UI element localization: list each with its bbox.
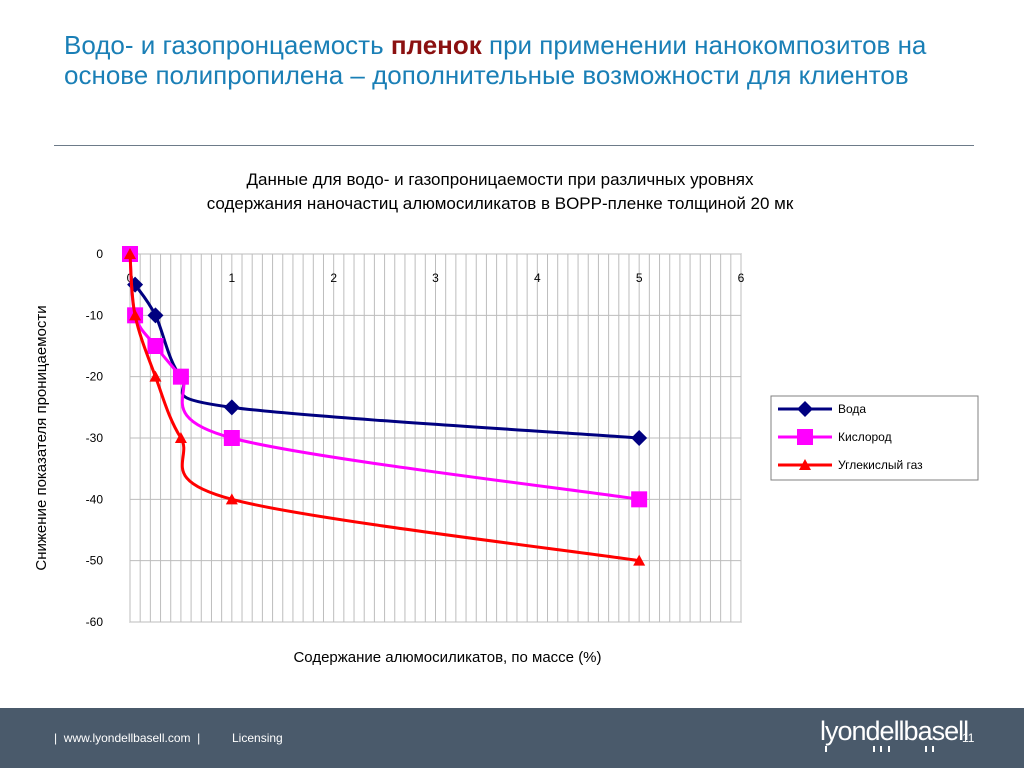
chart-title-line1: Данные для водо- и газопроницаемости при… <box>246 170 754 189</box>
x-tick-label: 2 <box>330 271 337 285</box>
page-number: 11 <box>962 731 975 745</box>
y-tick-label: -50 <box>86 554 104 568</box>
x-tick-label: 3 <box>432 271 439 285</box>
y-tick-label: -40 <box>86 492 104 506</box>
logo-marks-icon <box>825 746 934 752</box>
data-point <box>147 338 164 354</box>
grid-lines <box>129 253 742 623</box>
x-axis-label: Содержание алюмосиликатов, по массе (%) <box>293 649 601 666</box>
legend-label: Углекислый газ <box>838 458 923 472</box>
data-point <box>225 493 238 505</box>
data-point <box>223 430 240 446</box>
data-point <box>124 248 136 259</box>
y-tick-label: -10 <box>86 308 104 322</box>
footer-bar <box>0 708 1024 768</box>
legend-item: Углекислый газ <box>778 458 923 472</box>
y-tick-label: -60 <box>86 615 104 629</box>
data-point <box>223 399 240 416</box>
legend-item: Вода <box>778 401 866 417</box>
data-point <box>172 368 189 385</box>
data-point <box>147 307 164 324</box>
data-point <box>174 432 187 443</box>
data-point <box>633 554 646 566</box>
slide-title-part1: Водо- и газопронцаемость <box>64 30 391 60</box>
data-point <box>129 309 142 321</box>
chart-title-line2: содержания наночастиц алюмосиликатов в B… <box>206 194 794 213</box>
y-tick-label: 0 <box>96 247 103 261</box>
footer-website-link[interactable]: | www.lyondellbasell.com | <box>54 731 201 745</box>
legend-marker <box>799 459 811 470</box>
legend-label: Кислород <box>838 430 892 444</box>
slide-title: Водо- и газопронцаемость пленок при прим… <box>64 30 964 90</box>
legend-label: Вода <box>838 402 866 416</box>
chart-title: Данные для водо- и газопроницаемости при… <box>100 168 900 216</box>
slide-title-part2: при применении нанокомпозитов на основе … <box>64 30 927 90</box>
y-tick-label: -20 <box>86 370 104 384</box>
company-logo: lyondellbasell <box>820 716 969 746</box>
legend-marker <box>797 401 813 417</box>
data-point <box>127 276 144 293</box>
legend: Вода Кислород Углекислый газ <box>770 395 979 481</box>
legend-marker <box>797 429 813 445</box>
data-point <box>149 370 162 382</box>
title-divider <box>54 145 974 146</box>
data-point <box>631 430 648 446</box>
legend-item: Кислород <box>778 429 892 445</box>
x-tick-label: 5 <box>636 271 643 285</box>
y-tick-label: -30 <box>86 431 104 445</box>
x-tick-label: 1 <box>228 271 235 285</box>
x-tick-label: 4 <box>534 271 541 285</box>
footer-licensing-link[interactable]: Licensing <box>232 731 283 745</box>
x-tick-label: 6 <box>738 271 745 285</box>
series-3 <box>124 248 646 566</box>
y-axis-label: Снижение показателя проницаемости <box>33 305 50 570</box>
data-point <box>631 491 648 508</box>
slide-title-accent: пленок <box>390 30 482 60</box>
